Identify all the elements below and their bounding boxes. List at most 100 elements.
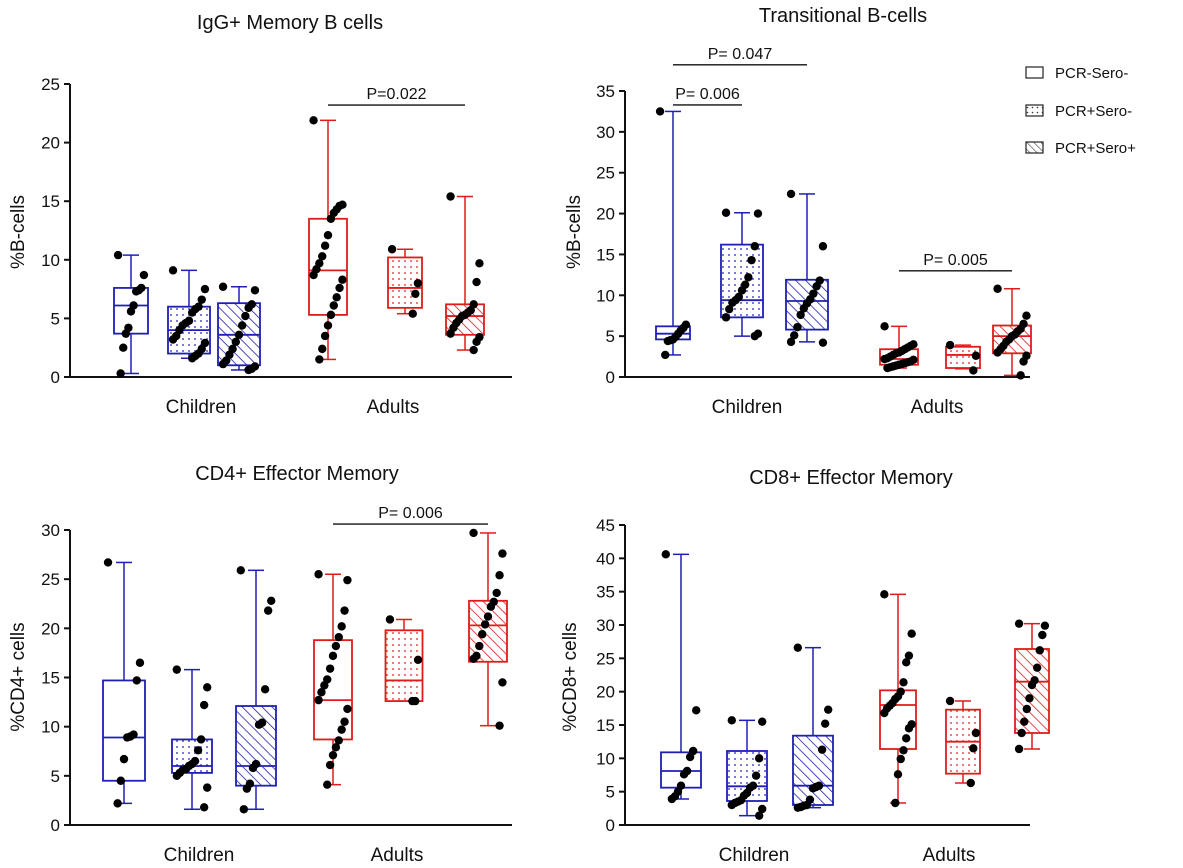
y-axis-label: %B-cells [8, 195, 29, 269]
box-iqr [445, 303, 485, 336]
data-point [187, 308, 197, 317]
y-tick-label: 35 [596, 82, 615, 101]
panel-cd8-effector-memory: CD8+ Effector Memory %CD8+ cells Childre… [560, 467, 975, 866]
box-children-none [113, 250, 149, 378]
data-point [329, 301, 338, 310]
data-point [218, 282, 228, 291]
data-point [896, 754, 905, 764]
panel-cd4-effector-memory: CD4+ Effector Memory %CD4+ cells Childre… [8, 463, 423, 866]
data-point [483, 612, 493, 621]
data-point [486, 602, 496, 611]
y-tick-label: 10 [41, 718, 60, 737]
data-point [899, 678, 908, 687]
data-point [790, 331, 799, 340]
box-children-dots [171, 665, 213, 812]
data-point [1040, 621, 1050, 630]
data-point [1032, 663, 1042, 672]
data-point [116, 369, 125, 378]
data-point [824, 705, 833, 714]
significance-bracket: P= 0.006 [673, 86, 742, 106]
data-point [883, 363, 892, 373]
y-tick-label: 25 [41, 570, 60, 589]
data-point [263, 606, 273, 615]
data-point [315, 355, 324, 364]
legend-item-pcr-pos-sero-pos: PCR+Sero+ [1025, 140, 1136, 157]
chart-title: Transitional B-cells [759, 5, 927, 27]
data-point [326, 214, 336, 223]
group-label-children: Children [712, 397, 783, 418]
data-point [1014, 619, 1024, 628]
data-point [334, 736, 343, 745]
data-point [408, 696, 417, 706]
y-tick-label: 25 [596, 164, 615, 183]
box-children-hatch [792, 643, 834, 812]
data-point [337, 622, 346, 631]
data-point [469, 528, 478, 538]
box-adults-hatch [1014, 619, 1050, 754]
box-children-dots [167, 266, 211, 363]
y-tick-label: 5 [51, 309, 60, 328]
data-point [113, 799, 122, 808]
data-point [993, 284, 1002, 293]
data-point [340, 606, 349, 615]
data-point [328, 750, 338, 760]
significance-bracket: P= 0.005 [899, 252, 1012, 272]
y-tick-label: 15 [596, 245, 615, 264]
data-point [725, 304, 734, 314]
data-point [119, 343, 128, 352]
chart-title: CD8+ Effector Memory [749, 467, 953, 489]
data-point [1022, 704, 1032, 714]
data-point [332, 293, 341, 302]
data-point [334, 632, 343, 642]
data-point [661, 350, 670, 360]
data-point [899, 746, 908, 755]
box-adults-dots [945, 340, 981, 375]
data-point [337, 725, 346, 734]
data-point [661, 550, 670, 559]
data-point [1022, 311, 1031, 320]
data-point [168, 266, 178, 275]
data-point [200, 284, 210, 294]
data-point [343, 704, 352, 714]
data-point [475, 641, 484, 651]
data-point [751, 771, 761, 780]
data-point [663, 336, 673, 346]
data-point [318, 252, 327, 261]
legend: PCR-Sero- PCR+Sero- PCR+Sero+ [1025, 65, 1136, 157]
data-point [132, 676, 141, 685]
data-point [498, 678, 507, 687]
group-label-children: Children [164, 845, 235, 866]
data-point [139, 270, 149, 280]
data-point [818, 338, 828, 347]
data-point [135, 658, 145, 667]
y-tick-label: 30 [596, 616, 615, 635]
data-point [753, 209, 763, 218]
data-point [103, 558, 113, 567]
data-point [1027, 680, 1037, 690]
data-point [880, 708, 889, 718]
data-point [1016, 371, 1025, 380]
data-point [475, 259, 484, 268]
data-point [685, 752, 695, 762]
group-label-adults: Adults [923, 845, 976, 866]
legend-item-pcr-sero-neg: PCR-Sero- [1025, 65, 1128, 82]
box-children-dots [720, 208, 764, 341]
data-point [1019, 357, 1028, 366]
y-tick-label: 0 [51, 816, 60, 835]
data-point [193, 746, 203, 755]
data-point [1017, 728, 1026, 738]
data-point [727, 716, 736, 725]
panel-igg-memory-b: IgG+ Memory B cells %B-cells Children Ad… [8, 12, 419, 418]
box-adults-dots [387, 245, 423, 318]
p-value-label: P= 0.006 [378, 505, 443, 522]
legend-label: PCR+Sero+ [1055, 140, 1136, 157]
y-axis-label: %CD8+ cells [560, 622, 581, 731]
data-point [721, 313, 731, 322]
legend-swatch [1025, 66, 1044, 79]
data-point [314, 570, 323, 579]
data-point [323, 780, 332, 789]
box-iqr [1014, 648, 1050, 734]
data-point [408, 309, 417, 318]
data-point [891, 798, 900, 808]
